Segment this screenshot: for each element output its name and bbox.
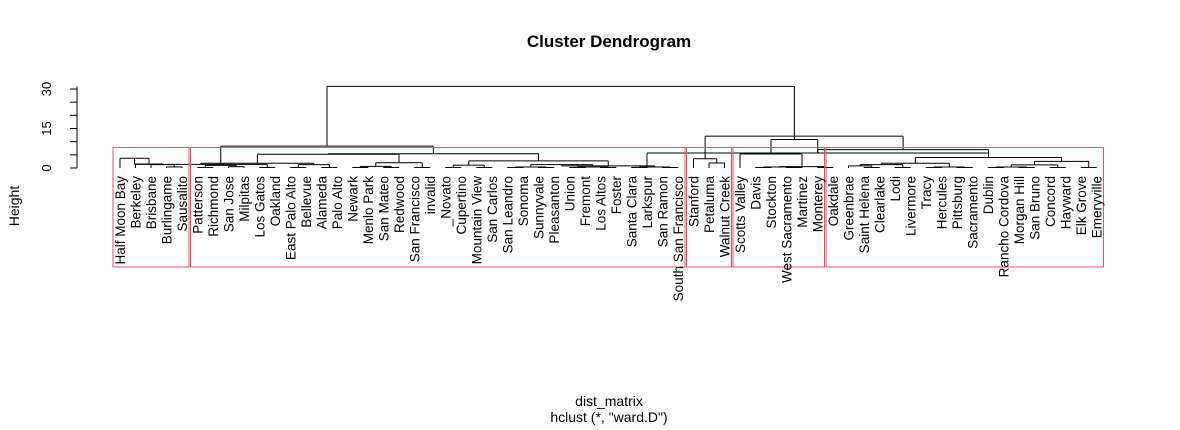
x-axis-label: dist_matrix [575,393,643,409]
leaf-label: Concord [1043,176,1058,227]
leaf-label: Menlo Park [361,176,376,245]
leaf-label: Larkspur [640,176,655,229]
leaf-label: San Ramon [656,176,671,247]
leaf-label: San Jose [222,176,237,232]
leaf-label: San Francisco [408,176,423,262]
leaf-label: San Leandro [501,176,516,253]
leaf-label: _Novato [439,176,454,227]
y-tick-label: 15 [39,121,54,135]
leaf-label: Brisbane [144,176,159,229]
leaf-label: Morgan Hill [1012,176,1027,244]
y-axis-label: Height [6,186,22,227]
leaf-label: Santa Clara [625,176,640,248]
leaf-label: Oakdale [826,176,841,226]
leaf-label: Los Gatos [253,176,268,238]
leaf-label: Petaluma [702,176,717,234]
leaf-label: San Bruno [1028,176,1043,240]
leaf-labels: Half Moon Bay Berkeley Brisbane Burlingame S… [113,176,1105,302]
leaf-label: Sunnyvale [532,176,547,239]
leaf-label: Rancho Cordova [997,176,1012,278]
leaf-label: Milpitas [237,176,252,222]
leaf-label: San Mateo [377,176,392,241]
leaf-label: Tracy [919,176,934,209]
leaf-label: Walnut Creek [718,176,733,258]
leaf-label: Oakland [268,176,283,226]
y-tick-label: 30 [39,82,54,96]
cluster-box [825,146,1104,268]
chart-title: Cluster Dendrogram [527,32,691,51]
leaf-label: Hercules [935,176,950,230]
leaf-label: Patterson [191,176,206,234]
leaf-label: Foster [609,176,624,215]
leaf-label: Cupertino [454,176,469,235]
leaf-label: West Sacramento [780,176,795,283]
leaf-label: Elk Grove [1074,176,1089,235]
y-tick-label: 0 [39,164,54,171]
leaf-label: Los Altos [594,176,609,231]
dendrogram-branches [119,85,1097,168]
leaf-label: invalid [423,176,438,214]
leaf-label: Scotts Valley [733,176,748,253]
cluster-box [686,146,732,268]
leaf-label: Berkeley [129,176,144,229]
leaf-label: Dublin [981,176,996,214]
leaf-label: Alameda [315,176,330,230]
leaf-label: Stockton [764,176,779,229]
leaf-label: Pleasanton [547,176,562,244]
x-axis-sublabel: hclust (*, "ward.D") [550,409,667,425]
leaf-label: Sonoma [516,176,531,227]
leaf-label: Saint Helena [857,176,872,254]
leaf-label: Davis [749,176,764,210]
leaf-label: Richmond [206,176,221,237]
leaf-label: Redwood [392,176,407,233]
leaf-label: Newark [346,176,361,222]
leaf-label: Palo Alto [330,176,345,229]
leaf-label: Greenbrae [842,176,857,241]
leaf-label: Mountain View [470,176,485,265]
leaf-label: Pittsburg [950,176,965,229]
leaf-label: Clearlake [873,176,888,233]
leaf-label: Sausalito [175,176,190,232]
y-axis: 0 15 30 [39,82,78,172]
leaf-label: Stanford [687,176,702,227]
leaf-label: Monterey [811,176,826,233]
cluster-boxes [112,146,1104,268]
leaf-label: Sacramento [966,176,981,249]
cluster-box [190,146,686,268]
leaf-label: Bellevue [299,176,314,228]
leaf-label: East Palo Alto [284,176,299,260]
leaf-label: Martinez [795,176,810,228]
leaf-label: Hayward [1059,176,1074,229]
leaf-label: Half Moon Bay [113,176,128,265]
cluster-box [732,146,825,268]
leaf-label: Burlingame [160,176,175,244]
leaf-label: Lodi [888,176,903,202]
leaf-label: Livermore [904,176,919,236]
cluster-box [112,146,190,268]
leaf-label: Union [563,176,578,211]
leaf-label: Emeryville [1090,176,1105,238]
leaf-label: South San Francisco [671,176,686,301]
leaf-label: San Carlos [485,176,500,243]
leaf-label: Fremont [578,176,593,227]
